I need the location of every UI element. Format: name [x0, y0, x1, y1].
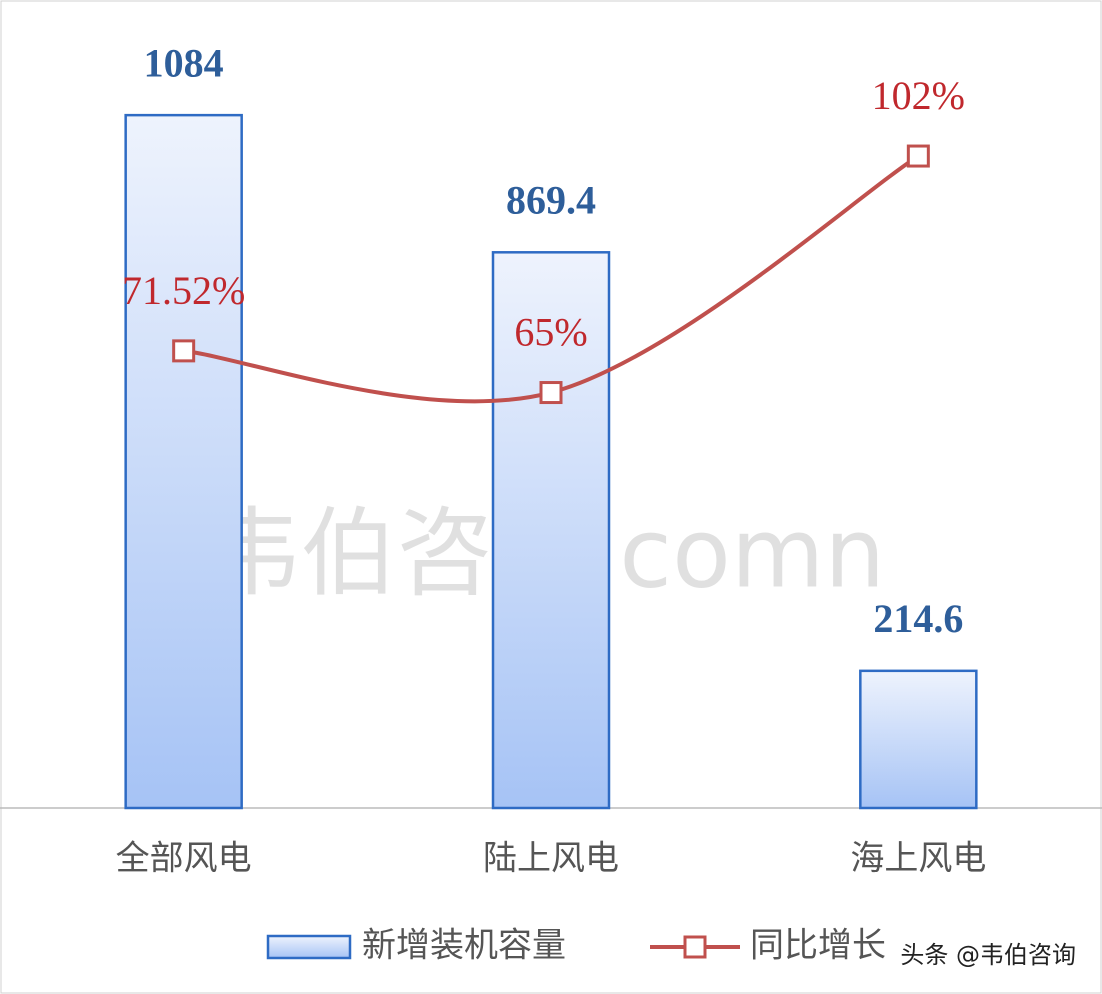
x-tick-label: 全部风电: [116, 839, 252, 879]
bar: [859, 669, 978, 810]
source-mark: 头条 @韦伯咨询: [900, 941, 1076, 969]
legend-label: 同比增长: [750, 926, 886, 966]
bar: [124, 113, 243, 810]
value-label: 71.52%: [122, 268, 245, 313]
x-tick-label: 陆上风电: [483, 839, 619, 879]
x-tick-label: 海上风电: [850, 839, 986, 879]
value-label: 65%: [514, 310, 587, 355]
value-label: 214.6: [873, 596, 963, 641]
value-label: 1084: [144, 40, 224, 85]
legend-label: 新增装机容量: [362, 926, 566, 966]
value-label: 102%: [872, 73, 965, 118]
legend-swatch: [266, 934, 352, 960]
bar: [491, 251, 611, 810]
line-marker: [172, 339, 196, 363]
value-label: 869.4: [506, 177, 596, 222]
line-marker: [539, 381, 563, 405]
line-marker: [906, 144, 930, 168]
legend-swatch: [683, 935, 707, 959]
